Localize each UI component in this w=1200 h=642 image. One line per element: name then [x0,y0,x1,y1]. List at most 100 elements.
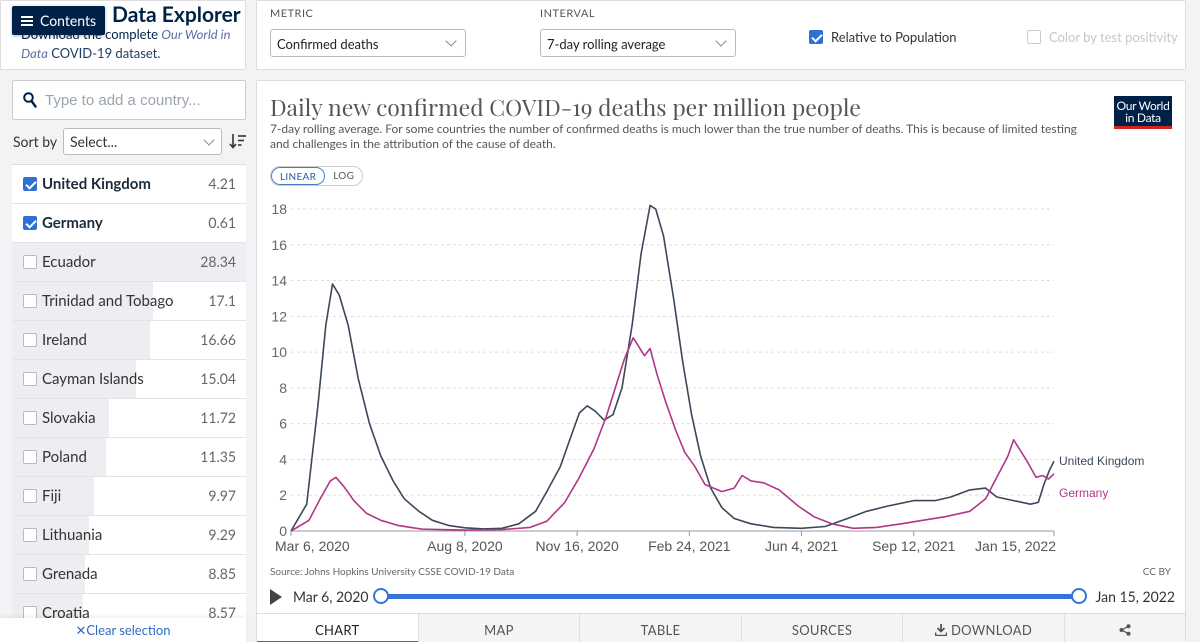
checkbox-unchecked-icon[interactable] [23,528,37,542]
search-icon [23,92,37,108]
scale-toggle: LINEAR LOG [270,166,364,186]
controls-bar: METRIC Confirmed deaths INTERVAL 7-day r… [256,0,1186,70]
checkbox-unchecked-icon [1027,30,1041,44]
owid-name-text: Our World in Data [21,26,231,61]
chevron-down-icon [715,35,727,47]
country-row[interactable]: Cayman Islands 15.04 [12,360,246,399]
country-row[interactable]: Slovakia 11.72 [12,399,246,438]
sort-select[interactable]: Select... [63,128,222,155]
country-value: 9.29 [208,526,236,543]
interval-select[interactable]: 7-day rolling average [540,29,736,57]
checkbox-unchecked-icon[interactable] [23,333,37,347]
y-tick-label: 4 [279,451,287,467]
country-value-bar [12,243,246,281]
sidebar: Data Explorer Download the complete Our … [0,0,256,642]
tab-map[interactable]: MAP [418,614,581,642]
explorer-header: Data Explorer Download the complete Our … [0,0,246,70]
country-row[interactable]: Trinidad and Tobago 17.1 [12,282,246,321]
checkbox-unchecked-icon[interactable] [23,411,37,425]
country-list: United Kingdom 4.21 Germany 0.61 Ecuador 28.3… [12,164,246,624]
timeline-start-handle[interactable] [373,588,389,604]
log-scale-button[interactable]: LOG [333,170,355,182]
country-row[interactable]: United Kingdom 4.21 [12,165,246,204]
interval-label: INTERVAL [540,7,595,20]
contents-label: Contents [40,12,97,29]
checkbox-checked-icon[interactable] [23,177,37,191]
country-row[interactable]: Germany 0.61 [12,204,246,243]
checkbox-unchecked-icon[interactable] [23,294,37,308]
color-by-test-positivity-label: Color by test positivity [1049,29,1178,45]
country-name: Croatia [42,604,90,622]
checkbox-unchecked-icon[interactable] [23,372,37,386]
chevron-down-icon [203,134,215,146]
clear-selection-button[interactable]: ✕Clear selection [0,618,246,642]
tab-download[interactable]: DOWNLOAD [903,614,1065,642]
series-line-germany[interactable] [290,337,1055,532]
timeline-track[interactable] [381,594,1079,599]
search-input[interactable] [45,91,235,109]
country-row[interactable]: Grenada 8.85 [12,555,246,594]
y-tick-label: 8 [279,380,287,396]
linear-scale-button[interactable]: LINEAR [271,167,326,185]
chevron-down-icon [445,35,457,47]
y-tick-label: 10 [271,344,287,360]
checkbox-unchecked-icon[interactable] [23,450,37,464]
sort-by-label: Sort by [13,133,58,150]
color-by-test-positivity-checkbox[interactable]: Color by test positivity [1027,29,1178,45]
country-name: Cayman Islands [42,370,144,388]
country-row[interactable]: Ireland 16.66 [12,321,246,360]
series-label: United Kingdom [1059,454,1144,468]
y-tick-label: 14 [271,273,287,289]
timeline-end-handle[interactable] [1071,588,1087,604]
checkbox-unchecked-icon[interactable] [23,567,37,581]
country-name: Fiji [42,487,62,505]
explorer-subtitle: Download the complete Our World in Data … [21,25,243,63]
checkbox-unchecked-icon[interactable] [23,255,37,269]
chart-title: Daily new confirmed COVID-19 deaths per … [270,91,861,122]
country-row[interactable]: Ecuador 28.34 [12,243,246,282]
country-value: 0.61 [208,214,236,231]
y-tick-label: 2 [279,487,287,503]
dataset-link[interactable]: COVID-19 dataset. [51,45,161,61]
owid-logo[interactable]: Our World in Data [1114,96,1172,129]
y-tick-label: 0 [279,523,287,539]
tab-download-label: DOWNLOAD [950,622,1032,638]
country-value: 8.57 [208,604,236,621]
checkbox-checked-icon[interactable] [23,216,37,230]
y-tick-label: 12 [271,308,287,324]
tab-sources[interactable]: SOURCES [741,614,904,642]
chart-license[interactable]: CC BY [1142,566,1171,578]
chart-subtitle: 7-day rolling average. For some countrie… [270,121,1077,151]
x-tick-label: Aug 8, 2020 [427,538,503,554]
tab-table[interactable]: TABLE [580,614,742,642]
owid-logo-line1: Our World [1116,98,1170,113]
contents-button[interactable]: Contents [12,6,105,35]
chart-source[interactable]: Source: Johns Hopkins University CSSE CO… [270,566,515,578]
country-row[interactable]: Lithuania 9.29 [12,516,246,555]
relative-to-population-checkbox[interactable]: Relative to Population [809,29,957,45]
owid-logo-line2: in Data [1125,110,1161,125]
country-value: 28.34 [200,253,236,270]
country-value: 11.72 [200,409,236,426]
metric-select[interactable]: Confirmed deaths [270,29,466,57]
country-search[interactable] [12,80,246,120]
country-name: Slovakia [42,409,96,427]
country-row[interactable]: Poland 11.35 [12,438,246,477]
interval-select-value: 7-day rolling average [547,36,666,52]
country-value: 15.04 [200,370,236,387]
checkbox-unchecked-icon[interactable] [23,489,37,503]
tab-share[interactable] [1064,614,1185,642]
country-name: Ireland [42,331,87,349]
country-row[interactable]: Fiji 9.97 [12,477,246,516]
country-name: United Kingdom [42,175,151,193]
tab-chart[interactable]: CHART [257,614,419,642]
y-tick-label: 18 [271,201,287,217]
country-name: Poland [42,448,87,466]
sort-order-icon[interactable] [229,132,247,150]
country-value: 17.1 [208,292,236,309]
play-icon[interactable] [270,589,282,605]
series-label: Germany [1059,486,1108,500]
country-name: Ecuador [42,253,96,271]
country-name: Grenada [42,565,98,583]
series-line-united-kingdom[interactable] [290,204,1055,532]
